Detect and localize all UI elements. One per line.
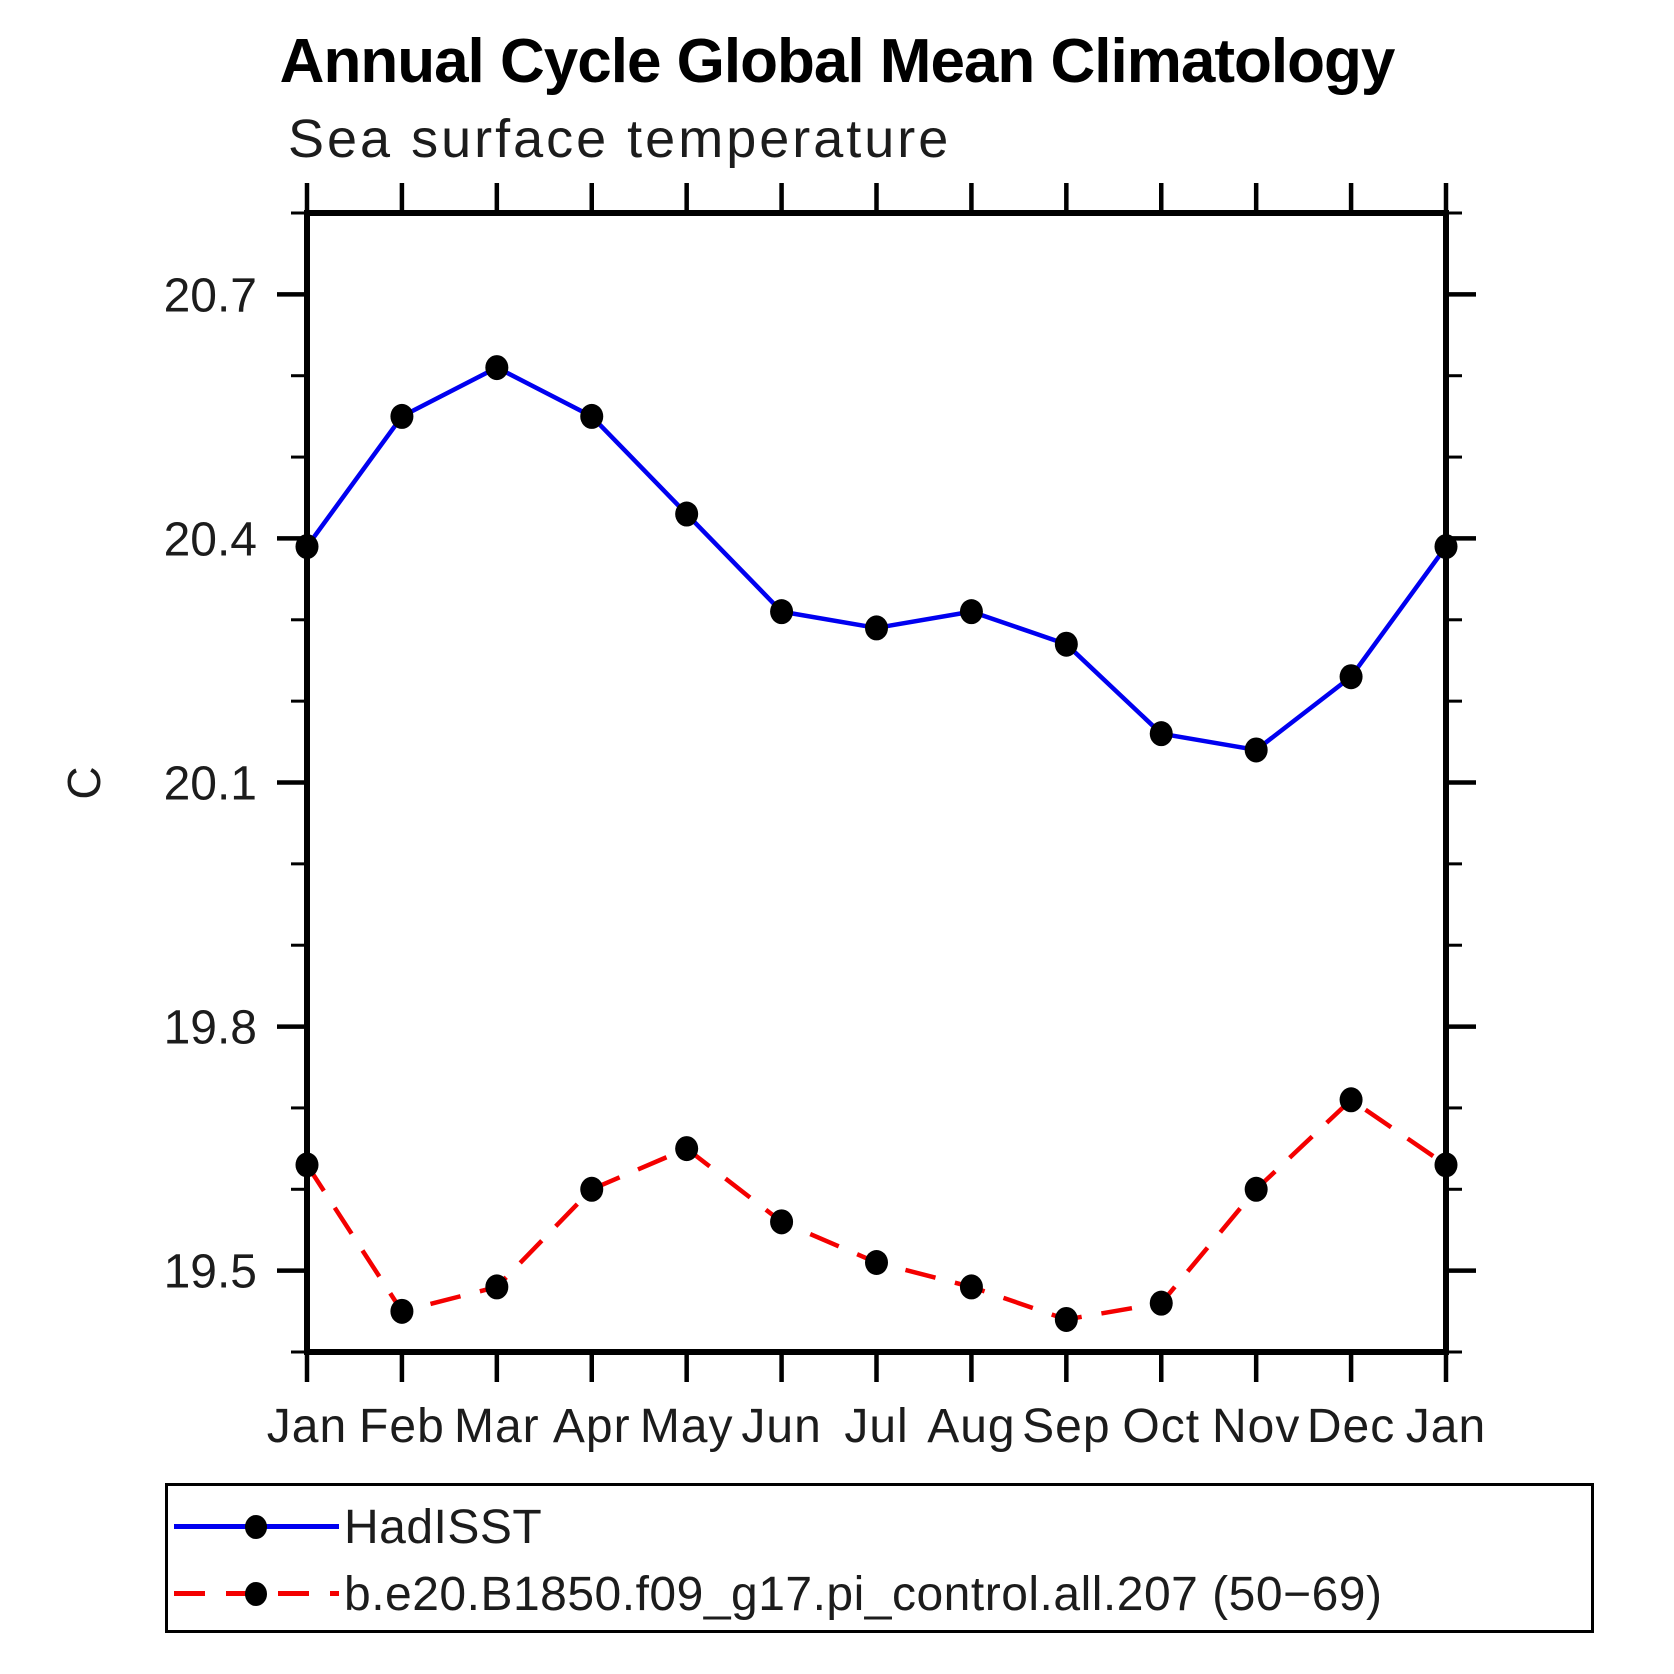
data-point-marker: [390, 403, 414, 429]
legend: HadISST b.e20.B1850.f09_g17.pi_control.a…: [165, 1483, 1594, 1633]
data-point-marker: [485, 355, 509, 381]
y-axis-ticks: [277, 211, 1476, 1354]
x-tick-label: Sep: [1022, 1400, 1110, 1453]
data-point-marker: [959, 599, 983, 625]
data-point-marker: [295, 534, 319, 560]
series-model: [295, 1087, 1458, 1332]
data-point-marker: [865, 615, 888, 641]
x-tick-label: Oct: [1122, 1400, 1200, 1453]
x-tick-label: Dec: [1307, 1400, 1395, 1453]
x-tick-label: Nov: [1212, 1400, 1300, 1453]
data-point-marker: [485, 1274, 509, 1300]
x-tick-label: Aug: [927, 1400, 1015, 1453]
data-point-marker: [1339, 1087, 1363, 1113]
data-point-marker: [770, 599, 794, 625]
data-point-marker: [580, 1176, 604, 1202]
y-tick-label: 20.7: [164, 269, 257, 322]
data-point-marker: [1149, 1290, 1173, 1316]
chart-title: Annual Cycle Global Mean Climatology: [279, 27, 1396, 96]
y-tick-label: 19.8: [164, 1002, 257, 1055]
x-axis-ticks: [304, 183, 1449, 1382]
x-tick-label: Feb: [359, 1400, 445, 1453]
data-point-marker: [580, 403, 604, 429]
series-hadisst: [295, 355, 1458, 763]
data-point-marker: [1054, 631, 1078, 657]
legend-label: b.e20.B1850.f09_g17.pi_control.all.207 (…: [344, 1568, 1383, 1621]
x-tick-label: Mar: [454, 1400, 540, 1453]
data-point-marker: [1434, 534, 1458, 560]
data-point-marker: [295, 1152, 319, 1178]
y-tick-label: 20.1: [164, 758, 257, 811]
x-tick-label: May: [640, 1400, 734, 1453]
x-tick-label: Jul: [844, 1400, 908, 1453]
y-tick-label: 20.4: [164, 513, 257, 566]
data-point-marker: [675, 1136, 699, 1162]
plot-frame: [304, 210, 1449, 1355]
x-tick-label: Jan: [1406, 1400, 1486, 1453]
y-axis-labels: 20.7 20.4 20.1 19.8 19.5: [164, 269, 257, 1298]
x-tick-label: Jun: [741, 1400, 821, 1453]
legend-marker-dot: [245, 1515, 267, 1539]
data-point-marker: [865, 1250, 888, 1276]
data-point-marker: [1434, 1152, 1458, 1178]
series-line: [305, 365, 1448, 753]
legend-marker-dot: [245, 1582, 267, 1606]
y-axis-title: C: [58, 766, 110, 799]
legend-label: HadISST: [344, 1501, 543, 1554]
data-point-marker: [1339, 664, 1363, 690]
data-point-marker: [1054, 1306, 1078, 1332]
data-point-marker: [1244, 1176, 1268, 1202]
data-point-marker: [675, 501, 699, 527]
x-axis-labels: Jan Feb Mar Apr May Jun Jul Aug Sep Oct Nov Dec Jan: [267, 1400, 1486, 1453]
series-line: [305, 1097, 1448, 1322]
data-point-marker: [959, 1274, 983, 1300]
y-tick-label: 19.5: [164, 1246, 257, 1299]
data-point-marker: [390, 1298, 414, 1324]
data-point-marker: [1244, 737, 1268, 763]
x-tick-label: Apr: [553, 1400, 631, 1453]
chart-subtitle: Sea surface temperature: [288, 109, 952, 169]
x-tick-label: Jan: [267, 1400, 347, 1453]
data-point-marker: [770, 1209, 794, 1235]
data-point-marker: [1149, 721, 1173, 747]
